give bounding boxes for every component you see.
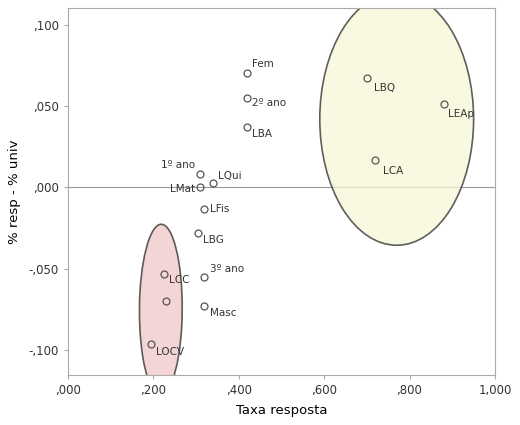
Text: 3º ano: 3º ano (210, 264, 244, 274)
Text: LFis: LFis (210, 204, 229, 214)
Text: Masc: Masc (210, 308, 236, 318)
Text: LMat: LMat (170, 184, 195, 194)
Text: 2º ano: 2º ano (252, 98, 287, 108)
Ellipse shape (320, 0, 474, 245)
Text: LCA: LCA (383, 166, 404, 176)
Ellipse shape (139, 224, 182, 395)
Text: 1º ano: 1º ano (161, 160, 195, 170)
Text: LBG: LBG (203, 235, 224, 244)
Y-axis label: % resp - % univ: % resp - % univ (8, 139, 21, 244)
X-axis label: Taxa resposta: Taxa resposta (236, 404, 327, 416)
Text: LBQ: LBQ (374, 83, 396, 93)
Text: LEAp: LEAp (448, 109, 474, 119)
Text: LBA: LBA (252, 129, 272, 139)
Text: Fem: Fem (252, 59, 274, 69)
Text: LCC: LCC (169, 275, 189, 285)
Text: LQui: LQui (218, 171, 242, 181)
Text: LOCV: LOCV (156, 347, 184, 357)
